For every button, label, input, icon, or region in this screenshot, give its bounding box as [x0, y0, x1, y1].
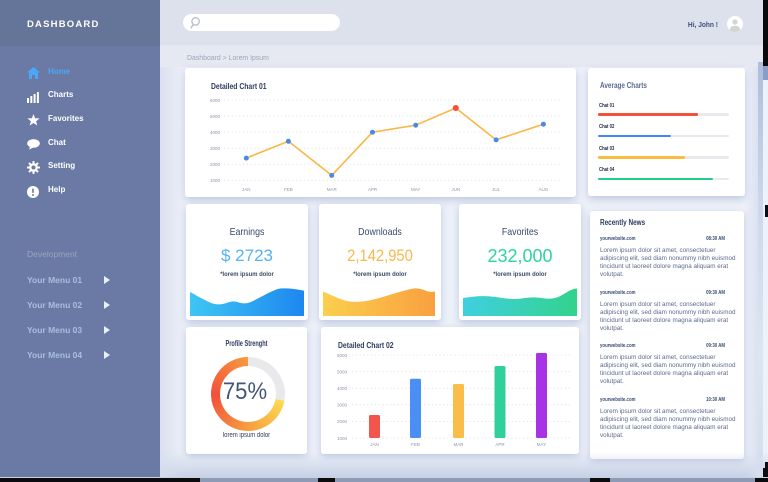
svg-text:JAN: JAN	[242, 187, 251, 192]
svg-text:6000: 6000	[337, 353, 348, 358]
svg-text:FEB: FEB	[411, 442, 420, 447]
svg-text:MAY: MAY	[537, 442, 546, 447]
svg-text:4000: 4000	[337, 386, 348, 391]
svg-text:JAN: JAN	[370, 442, 379, 447]
svg-text:6000: 6000	[210, 98, 221, 103]
svg-text:MAR: MAR	[454, 442, 465, 447]
svg-text:2000: 2000	[210, 162, 221, 167]
svg-text:4000: 4000	[210, 130, 221, 135]
svg-text:JUN: JUN	[451, 187, 460, 192]
svg-text:1000: 1000	[210, 178, 221, 183]
svg-text:MAY: MAY	[411, 187, 420, 192]
svg-text:APR: APR	[495, 442, 505, 447]
svg-text:5000: 5000	[337, 369, 348, 374]
svg-text:2000: 2000	[337, 419, 348, 424]
svg-text:1000: 1000	[337, 436, 348, 441]
svg-text:JUL: JUL	[492, 187, 500, 192]
svg-text:5000: 5000	[210, 114, 221, 119]
svg-text:3000: 3000	[210, 146, 221, 151]
svg-text:MAR: MAR	[327, 187, 338, 192]
svg-text:APR: APR	[368, 187, 378, 192]
svg-text:FEB: FEB	[284, 187, 293, 192]
svg-text:AUG: AUG	[539, 187, 549, 192]
svg-text:3000: 3000	[337, 403, 348, 408]
